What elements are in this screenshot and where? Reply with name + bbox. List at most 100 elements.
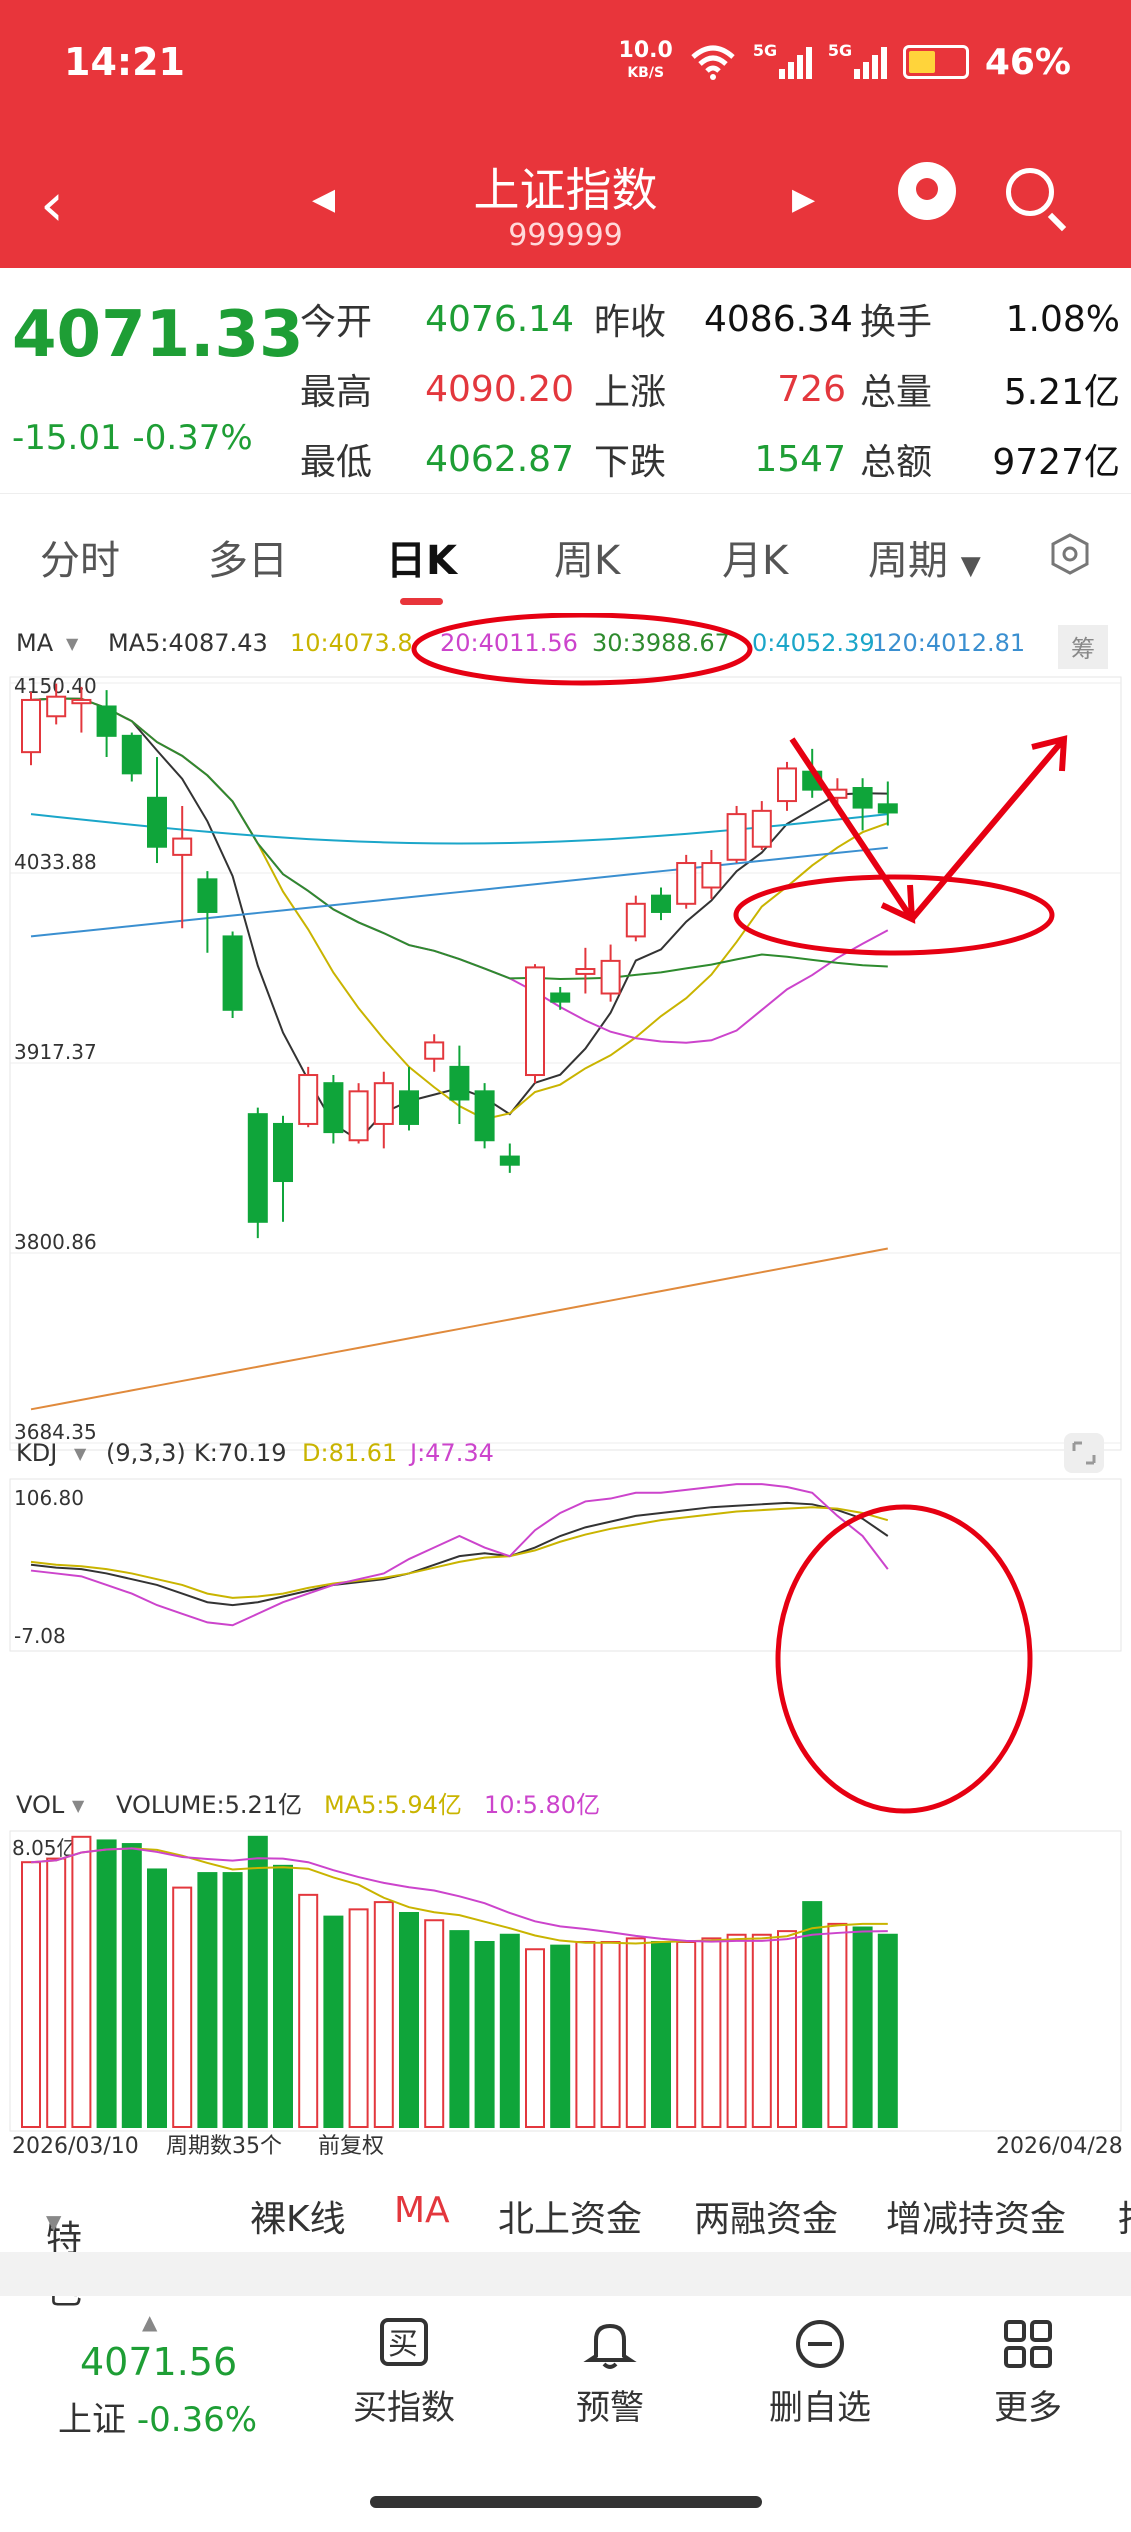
volume-bar xyxy=(600,1941,621,2129)
candle-body xyxy=(373,1082,394,1125)
volume-bar xyxy=(348,1908,369,2128)
expand-icon-glyph xyxy=(1072,1441,1096,1465)
candle-body xyxy=(726,813,747,861)
search-icon[interactable] xyxy=(1006,168,1054,216)
home-indicator xyxy=(370,2496,762,2508)
quote-grid: 今开 4076.14 昨收 4086.34 换手 1.08% 最高 4090.20 上涨… xyxy=(300,284,1120,494)
candle-body xyxy=(701,862,722,889)
ma120-value: 120:4012.81 xyxy=(872,629,1025,657)
candles xyxy=(21,683,898,1239)
back-icon[interactable]: ‹ xyxy=(40,170,64,240)
ma60-value: 0:4052.39 xyxy=(752,629,875,657)
y-tick-label: 3800.86 xyxy=(14,1230,97,1254)
candle-body xyxy=(852,787,873,809)
bell-icon xyxy=(583,2323,637,2369)
indicator-ma[interactable]: MA xyxy=(394,2190,450,2231)
kdj-params: (9,3,3) xyxy=(106,1439,186,1467)
volume-bar xyxy=(21,1861,41,2128)
candle-body xyxy=(121,734,142,775)
tab-multiday[interactable]: 多日 xyxy=(208,538,288,584)
volume-bar xyxy=(424,1919,445,2128)
volume-bar xyxy=(121,1843,142,2129)
end-date: 2026/04/28 xyxy=(996,2134,1123,2159)
tab-period[interactable]: 周期 ▼ xyxy=(868,538,981,584)
indicator-bar: 特色 ▼ 裸K线 MA 北上资金 两融资金 增减持资金 拍 xyxy=(0,2170,1131,2312)
ma-dropdown-icon[interactable]: ▼ xyxy=(66,634,79,653)
chevron-down-icon: ▼ xyxy=(960,551,981,581)
kline-chart-svg[interactable]: MA ▼ MA5:4087.43 10:4073.8 20:4011.56 30… xyxy=(0,612,1131,2173)
annotation-arrow-down xyxy=(789,737,915,921)
kdj-d-line xyxy=(30,1506,889,1599)
ma-legend-label[interactable]: MA xyxy=(16,629,54,657)
kdj-j-line xyxy=(30,1483,889,1627)
candle-body xyxy=(46,695,67,718)
y-tick-label: 3917.37 xyxy=(14,1040,97,1064)
candle-body xyxy=(273,1122,293,1183)
volume-bar xyxy=(373,1901,394,2128)
status-bar: 14:21 10.0 KB/S 5G 5G 46% xyxy=(0,0,1131,140)
candle-body xyxy=(676,862,697,905)
vol-dropdown-icon[interactable]: ▼ xyxy=(72,1796,85,1815)
candle-body xyxy=(21,698,41,754)
candle xyxy=(474,1083,495,1149)
mascot-icon[interactable] xyxy=(898,162,956,220)
tab-intraday[interactable]: 分时 xyxy=(40,538,120,584)
indicator-northbound[interactable]: 北上资金 xyxy=(498,2199,643,2240)
tab-daily-k[interactable]: 日K xyxy=(386,528,457,605)
tab-monthly-k[interactable]: 月K xyxy=(722,538,789,584)
kdj-tick-label: 106.80 xyxy=(14,1486,84,1510)
alert-button[interactable]: 预警 xyxy=(530,2314,690,2429)
candle-body xyxy=(172,837,193,856)
vol-legend-label[interactable]: VOL xyxy=(16,1791,65,1819)
annotation-arrows xyxy=(789,735,1068,924)
more-button[interactable]: 更多 xyxy=(948,2314,1108,2429)
volume-bar xyxy=(197,1872,218,2128)
candle xyxy=(197,871,218,953)
remove-watchlist-button[interactable]: 删自选 xyxy=(740,2314,900,2429)
indicator-naked-k[interactable]: 裸K线 xyxy=(250,2199,346,2240)
kdj-legend-label[interactable]: KDJ xyxy=(16,1439,57,1467)
volume-bar xyxy=(449,1930,470,2129)
candle xyxy=(877,781,898,826)
period-tabs: 分时 多日 日K 周K 月K 周期 ▼ xyxy=(0,493,1131,613)
volume-bar xyxy=(46,1857,67,2128)
candle-body xyxy=(499,1155,520,1166)
vol-value: VOLUME:5.21亿 xyxy=(116,1791,302,1819)
prev-stock-icon[interactable]: ◀ xyxy=(312,182,336,217)
quote-row: 最低 4062.87 下跌 1547 总额 9727亿 xyxy=(300,438,1120,484)
volume-bar xyxy=(172,1886,193,2129)
annotation-arrow-up xyxy=(909,737,1067,921)
indicator-more[interactable]: 拍 xyxy=(1118,2190,1131,2242)
chevron-up-icon[interactable]: ▲ xyxy=(142,2310,158,2334)
mini-index-label[interactable]: 上证 -0.36% xyxy=(58,2400,258,2440)
candle xyxy=(777,761,797,811)
tab-weekly-k[interactable]: 周K xyxy=(554,538,621,584)
bottom-nav: ▲ 4071.56 上证 -0.36% 买 买指数 预警 删自选 更多 xyxy=(0,2296,1131,2476)
signal-icon: 5G xyxy=(753,41,812,79)
indicator-holdings[interactable]: 增减持资金 xyxy=(886,2199,1067,2240)
volume-bar xyxy=(877,1933,898,2129)
mini-index-price[interactable]: 4071.56 xyxy=(80,2340,238,2384)
candle xyxy=(71,686,92,733)
candle xyxy=(625,895,646,942)
vol-ma10-value: 10:5.80亿 xyxy=(484,1791,600,1819)
candle xyxy=(575,947,596,994)
kdj-chart-frame xyxy=(9,1478,1122,1652)
expand-icon[interactable] xyxy=(1064,1433,1104,1473)
candle-body xyxy=(575,968,596,975)
next-stock-icon[interactable]: ▶ xyxy=(792,182,816,217)
vol-ma10-line xyxy=(30,1847,888,1943)
volume-bar xyxy=(525,1948,545,2128)
candle xyxy=(676,854,697,909)
chart-area[interactable]: MA ▼ MA5:4087.43 10:4073.8 20:4011.56 30… xyxy=(0,612,1131,2173)
volume-bar xyxy=(147,1868,167,2128)
indicator-margin[interactable]: 两融资金 xyxy=(694,2199,839,2240)
kdj-dropdown-icon[interactable]: ▼ xyxy=(74,1444,87,1463)
candle xyxy=(121,732,142,782)
candle-body xyxy=(399,1090,419,1125)
settings-hex-icon[interactable] xyxy=(1048,532,1092,576)
chips-button[interactable] xyxy=(1058,625,1108,669)
chips-button-label: 筹 xyxy=(1071,635,1095,663)
buy-index-button[interactable]: 买 买指数 xyxy=(324,2314,484,2429)
